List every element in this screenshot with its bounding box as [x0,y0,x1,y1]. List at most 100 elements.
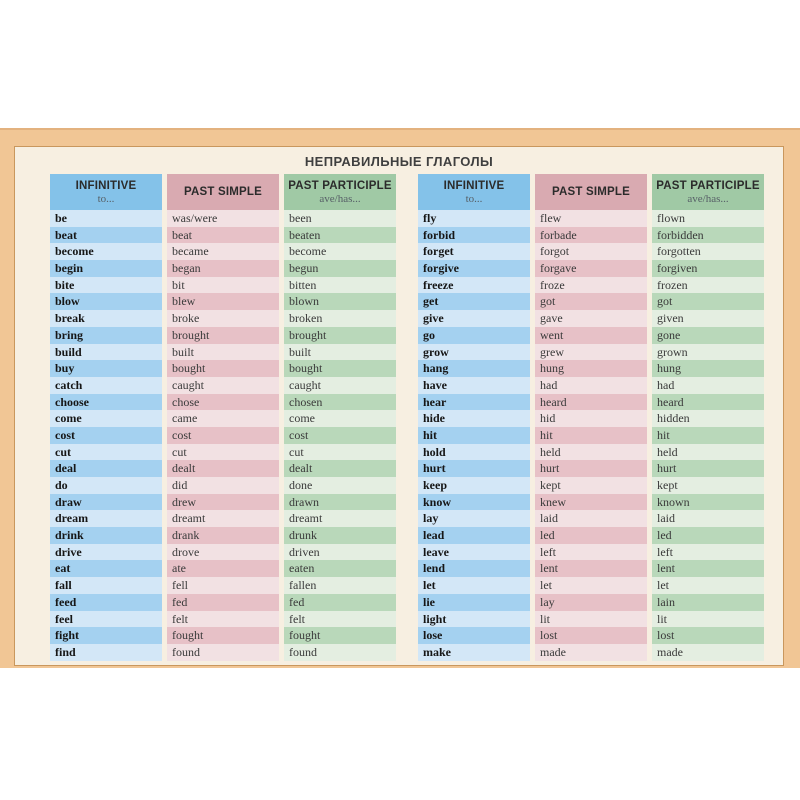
infinitive-cell: let [418,577,530,594]
past-simple-cell: hurt [535,460,647,477]
past-simple-cell: dreamt [167,510,279,528]
table-header: INFINITIVE to... PAST SIMPLE PAST PARTIC… [50,174,396,210]
header-past-simple-label: PAST SIMPLE [551,186,631,198]
infinitive-cell: have [418,376,530,394]
past-simple-cell: brought [167,326,279,344]
past-simple-cell: blew [167,293,279,311]
past-simple-cell: hit [535,426,647,444]
table-row: light lit lit [418,610,764,628]
past-simple-cell: built [167,343,279,361]
past-participle-cell: drunk [284,527,396,544]
table-row: go went gone [418,326,764,344]
header-past-participle: PAST PARTICIPLE ave/has... [652,174,764,210]
infinitive-cell: hang [418,360,530,377]
past-simple-cell: did [167,477,279,494]
infinitive-cell: dream [50,510,162,528]
past-simple-cell: let [535,577,647,594]
table-row: feel felt felt [50,610,396,628]
past-participle-cell: grown [652,343,764,361]
past-participle-cell: caught [284,376,396,394]
past-participle-cell: been [284,210,396,227]
infinitive-cell: hide [418,410,530,427]
page-title: НЕПРАВИЛЬНЫЕ ГЛАГОЛЫ [304,154,494,169]
infinitive-cell: deal [50,460,162,477]
header-past-simple-label: PAST SIMPLE [183,186,263,198]
header-infinitive-sub: to... [97,192,115,205]
infinitive-cell: go [418,326,530,344]
past-simple-cell: caught [167,376,279,394]
past-participle-cell: led [652,527,764,544]
past-participle-cell: lent [652,560,764,578]
infinitive-cell: find [50,643,162,661]
table-row: cut cut cut [50,443,396,461]
past-simple-cell: knew [535,493,647,511]
verbs-card-photo: НЕПРАВИЛЬНЫЕ ГЛАГОЛЫ INFINITIVE to... PA… [0,128,800,668]
past-simple-cell: beat [167,226,279,244]
past-participle-cell: frozen [652,276,764,294]
infinitive-cell: bring [50,326,162,344]
table-row: forget forgot forgotten [418,243,764,261]
table-row: fight fought fought [50,627,396,644]
past-simple-cell: broke [167,310,279,327]
past-participle-cell: cost [284,426,396,444]
past-simple-cell: heard [535,393,647,411]
past-participle-cell: kept [652,477,764,494]
infinitive-cell: hurt [418,460,530,477]
past-participle-cell: chosen [284,393,396,411]
past-participle-cell: given [652,310,764,327]
past-simple-cell: hung [535,360,647,377]
table-row: feed fed fed [50,593,396,611]
table-row: hear heard heard [418,393,764,411]
table-row: cost cost cost [50,426,396,444]
past-participle-cell: lain [652,593,764,611]
past-simple-cell: held [535,443,647,461]
past-simple-cell: cost [167,426,279,444]
header-infinitive: INFINITIVE to... [418,174,530,210]
infinitive-cell: choose [50,393,162,411]
past-participle-cell: driven [284,543,396,561]
table-row: fall fell fallen [50,577,396,594]
past-simple-cell: fell [167,577,279,594]
past-participle-cell: fallen [284,577,396,594]
past-simple-cell: fought [167,627,279,644]
past-participle-cell: had [652,376,764,394]
infinitive-cell: forgive [418,260,530,277]
header-infinitive: INFINITIVE to... [50,174,162,210]
table-row: be was/were been [50,210,396,227]
past-simple-cell: forgave [535,260,647,277]
infinitive-cell: forget [418,243,530,261]
past-simple-cell: forbade [535,226,647,244]
past-participle-cell: begun [284,260,396,277]
table-row: let let let [418,577,764,594]
past-participle-cell: bitten [284,276,396,294]
table-row: deal dealt dealt [50,460,396,477]
past-participle-cell: drawn [284,493,396,511]
past-simple-cell: lit [535,610,647,628]
table-row: come came come [50,410,396,427]
past-participle-cell: lit [652,610,764,628]
table-row: drive drove driven [50,543,396,561]
past-simple-cell: kept [535,477,647,494]
past-participle-cell: gone [652,326,764,344]
header-infinitive-label: INFINITIVE [443,179,505,192]
infinitive-cell: break [50,310,162,327]
past-participle-cell: brought [284,326,396,344]
past-participle-cell: dreamt [284,510,396,528]
past-participle-cell: cut [284,443,396,461]
table-row: forbid forbade forbidden [418,226,764,244]
past-participle-cell: hurt [652,460,764,477]
past-simple-cell: found [167,643,279,661]
header-past-participle-sub: ave/has... [319,192,361,205]
infinitive-cell: become [50,243,162,261]
header-past-participle: PAST PARTICIPLE ave/has... [284,174,396,210]
past-participle-cell: felt [284,610,396,628]
table-row: choose chose chosen [50,393,396,411]
past-simple-cell: had [535,376,647,394]
past-simple-cell: began [167,260,279,277]
table-row: lie lay lain [418,593,764,611]
table-row: begin began begun [50,260,396,277]
infinitive-cell: buy [50,360,162,377]
header-past-participle-label: PAST PARTICIPLE [656,179,760,192]
table-row: eat ate eaten [50,560,396,578]
infinitive-cell: grow [418,343,530,361]
